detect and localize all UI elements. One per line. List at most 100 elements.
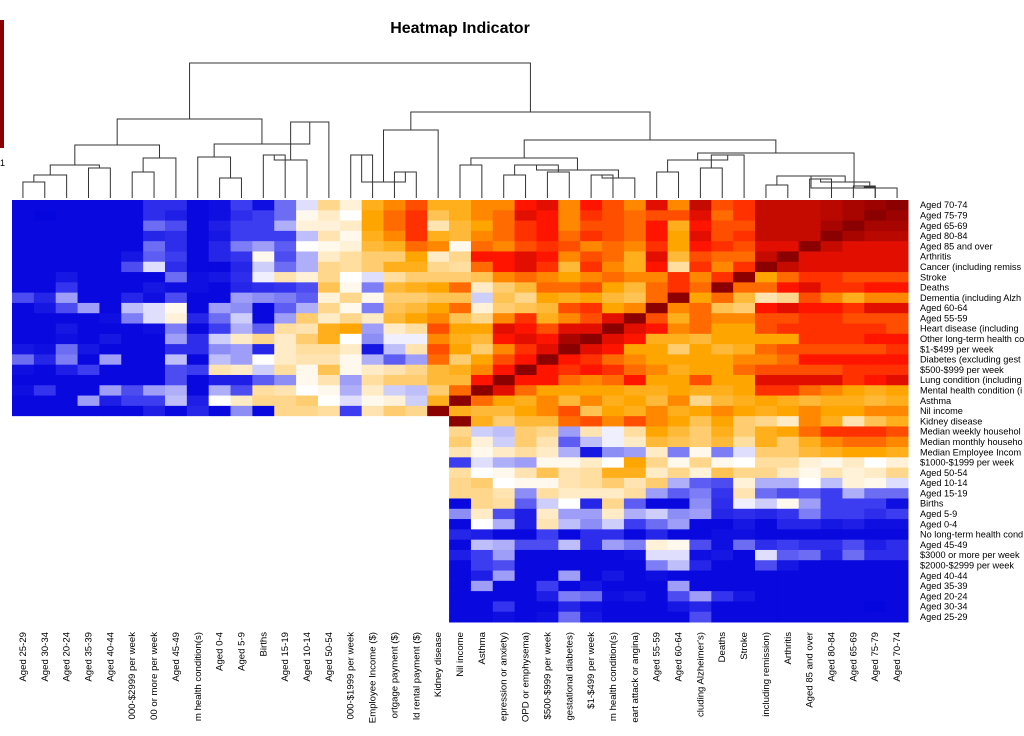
heatmap-cell: [623, 539, 647, 551]
heatmap-cell: [886, 272, 909, 283]
heatmap-cell: [864, 261, 887, 273]
heatmap-cell: [602, 467, 625, 479]
heatmap-cell: [186, 302, 210, 314]
heatmap-cell: [121, 488, 144, 499]
heatmap-cell: [820, 488, 843, 499]
heatmap-cell: [33, 220, 57, 232]
heatmap-cell: [580, 230, 603, 242]
heatmap-cell: [645, 395, 669, 407]
heatmap-cell: [798, 333, 822, 345]
heatmap-cell: [864, 447, 887, 458]
heatmap-cell: [820, 333, 843, 345]
heatmap-cell: [361, 333, 385, 345]
heatmap-cell: [427, 200, 450, 211]
heatmap-cell: [164, 549, 188, 561]
heatmap-cell: [470, 611, 494, 623]
heatmap-cell: [602, 261, 625, 273]
heatmap-cell: [12, 344, 35, 355]
heatmap-cell: [886, 467, 909, 479]
heatmap-cell: [733, 210, 756, 222]
heatmap-cell: [33, 313, 57, 325]
heatmap-cell: [798, 374, 822, 386]
heatmap-cell: [536, 488, 559, 499]
heatmap-cell: [580, 457, 603, 469]
heatmap-cell: [274, 323, 297, 335]
heatmap-cell: [492, 220, 516, 232]
heatmap-cell: [602, 272, 625, 283]
heatmap-cell: [449, 385, 472, 397]
heatmap-cell: [405, 385, 428, 397]
heatmap-cell: [886, 447, 909, 458]
heatmap-cell: [820, 200, 843, 211]
heatmap-cell: [274, 570, 297, 582]
heatmap-cell: [208, 282, 232, 294]
heatmap-cell: [383, 529, 406, 541]
heatmap-cell: [536, 601, 559, 613]
heatmap-cell: [470, 488, 494, 499]
heatmap-cell: [755, 529, 778, 541]
heatmap-cell: [296, 405, 319, 417]
heatmap-cell: [711, 601, 734, 613]
heatmap-cell: [296, 354, 319, 366]
heatmap-cell: [317, 302, 341, 314]
heatmap-cell: [645, 354, 669, 366]
heatmap-cell: [820, 354, 843, 366]
heatmap-cell: [99, 416, 122, 427]
heatmap-cell: [776, 333, 800, 345]
heatmap-cell: [667, 549, 690, 561]
heatmap-cell: [33, 416, 57, 427]
heatmap-cell: [645, 220, 669, 232]
heatmap-cell: [164, 457, 188, 469]
heatmap-cell: [317, 210, 341, 222]
heatmap-cell: [230, 529, 253, 541]
heatmap-cell: [77, 364, 100, 376]
heatmap-cell: [842, 344, 865, 355]
heatmap-cell: [449, 529, 472, 541]
heatmap-cell: [558, 529, 581, 541]
heatmap-cell: [733, 272, 756, 283]
heatmap-cell: [733, 405, 756, 417]
heatmap-cell: [667, 580, 690, 592]
heatmap-cell: [55, 385, 79, 397]
heatmap-cell: [383, 405, 406, 417]
heatmap-cell: [536, 354, 559, 366]
heatmap-cell: [492, 364, 516, 376]
heatmap-cell: [842, 333, 865, 345]
heatmap-cell: [623, 529, 647, 541]
heatmap-cell: [383, 436, 406, 448]
heatmap-cell: [886, 200, 909, 211]
heatmap-cell: [798, 282, 822, 294]
heatmap-cell: [383, 395, 406, 407]
heatmap-cell: [405, 498, 428, 510]
heatmap-cell: [383, 570, 406, 582]
heatmap-cell: [383, 210, 406, 222]
heatmap-cell: [55, 426, 79, 438]
heatmap-cell: [317, 292, 341, 304]
heatmap-cell: [820, 395, 843, 407]
heatmap-cell: [580, 549, 603, 561]
heatmap-cell: [143, 436, 166, 448]
heatmap-cell: [143, 261, 166, 273]
heatmap-cell: [230, 385, 253, 397]
heatmap-cell: [339, 539, 363, 551]
heatmap-cell: [33, 251, 57, 263]
column-label: Aged 50-54: [324, 631, 335, 681]
heatmap-cell: [252, 570, 275, 582]
heatmap-cell: [186, 354, 210, 366]
heatmap-cell: [143, 251, 166, 263]
heatmap-cell: [121, 416, 144, 427]
heatmap-cell: [667, 498, 690, 510]
heatmap-cell: [12, 426, 35, 438]
heatmap-cell: [186, 457, 210, 469]
heatmap-cell: [755, 601, 778, 613]
heatmap-cell: [121, 272, 144, 283]
heatmap-cell: [383, 416, 406, 427]
heatmap-cell: [536, 539, 559, 551]
heatmap-cell: [449, 220, 472, 232]
heatmap-cell: [798, 539, 822, 551]
heatmap-cell: [536, 477, 559, 489]
heatmap-cell: [186, 230, 210, 242]
heatmap-cell: [317, 591, 341, 602]
heatmap-cell: [755, 498, 778, 510]
heatmap-cell: [405, 416, 428, 427]
